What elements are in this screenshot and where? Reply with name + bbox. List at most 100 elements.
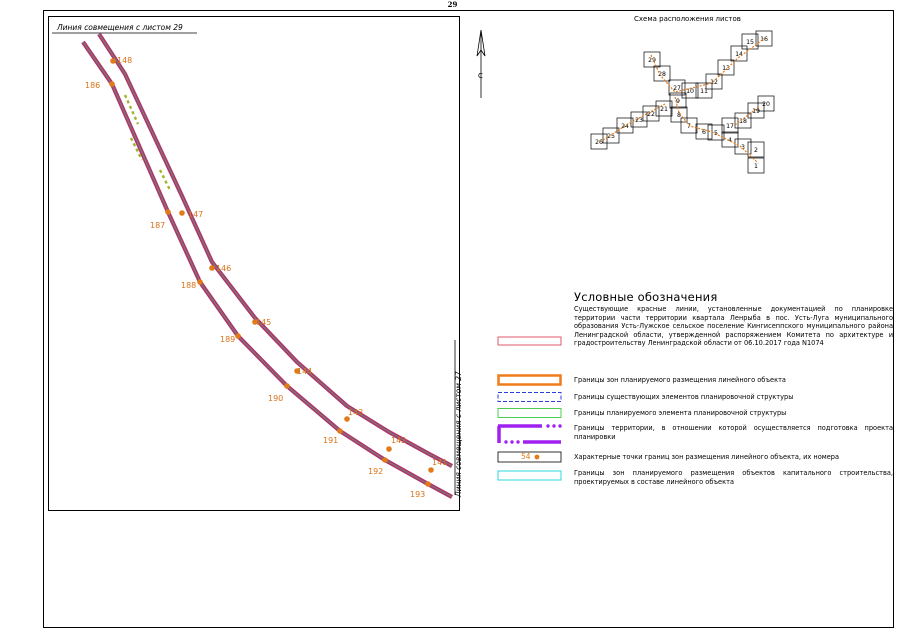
purple-territory-symbol	[497, 424, 562, 444]
point-label: 144	[297, 367, 312, 376]
scheme-sheet: 7	[680, 117, 698, 134]
legend-text-existing-elements: Границы существующих элементов планирово…	[574, 393, 794, 401]
scheme-sheet-number: 27	[673, 85, 681, 92]
boundary-point	[209, 265, 215, 271]
scheme-sheet-number: 18	[739, 118, 747, 125]
match-line-right: Линия совмещения с листом 27	[454, 340, 463, 498]
scheme-sheet-number: 7	[687, 123, 691, 130]
scheme-sheet-number: 8	[677, 112, 681, 119]
boundary-point	[382, 457, 388, 463]
scheme-sheet: 19	[747, 102, 765, 119]
point-label: 193	[410, 490, 425, 499]
scheme-sheet-number: 29	[648, 57, 656, 64]
scheme-sheet: 12	[705, 73, 723, 90]
scheme-sheet-number: 21	[660, 106, 668, 113]
point-label: 145	[256, 318, 271, 327]
scheme-sheet-number: 2	[754, 147, 758, 154]
scheme-sheet: 18	[734, 112, 752, 129]
scheme-sheet: 2	[747, 141, 765, 158]
scheme-sheet: 3	[734, 138, 752, 155]
legend-text-capital-objects: Границы зон планируемого размещения объе…	[574, 469, 893, 486]
legend-title: Условные обозначения	[574, 290, 718, 304]
legend-text-territory: Границы территории, в отношении которой …	[574, 424, 893, 441]
point-label: 192	[368, 467, 383, 476]
corridor-right-core	[98, 33, 453, 467]
point-label: 142	[391, 436, 406, 445]
boundary-point	[235, 333, 241, 339]
scheme-sheet-number: 6	[702, 129, 706, 136]
green-border-symbol	[497, 408, 562, 418]
scheme-sheet-number: 11	[700, 88, 708, 95]
red-line-symbol	[497, 336, 562, 346]
scheme-sheet: 29	[643, 51, 661, 68]
legend-text-linear-object-zones: Границы зон планируемого размещения лине…	[574, 376, 786, 384]
match-line-right-label: Линия совмещения с листом 27	[454, 371, 463, 498]
scheme-sheet-number: 4	[728, 137, 732, 144]
boundary-point	[179, 210, 185, 216]
scheme-sheet: 11	[695, 82, 713, 99]
scheme-sheet: 23	[630, 111, 648, 128]
boundary-point	[165, 209, 171, 215]
scheme-title: Схема расположения листов	[634, 15, 741, 23]
boundary-point	[284, 383, 290, 389]
point-label: 186	[85, 81, 100, 90]
scheme-sheet-number: 17	[726, 123, 734, 130]
point-label: 146	[216, 264, 231, 273]
scheme-sheet-number: 28	[658, 71, 666, 78]
legend-text-points: Характерные точки границ зон размещения …	[574, 453, 840, 461]
scheme-sheet: 4	[721, 131, 739, 148]
scheme-sheet: 10	[681, 82, 699, 99]
scheme-sheet: 14	[730, 45, 748, 62]
boundary-point	[337, 428, 343, 434]
scheme-sheet: 15	[741, 33, 759, 50]
boundary-point	[110, 58, 116, 64]
dashed-segment	[123, 94, 140, 125]
scheme-sheet-number: 22	[647, 111, 655, 118]
point-symbol	[497, 451, 562, 463]
scheme-sheet: 17	[721, 117, 739, 134]
orange-border-symbol	[497, 374, 562, 386]
point-label: 191	[323, 436, 338, 445]
boundary-point	[294, 368, 300, 374]
boundary-point	[197, 279, 203, 285]
scheme-sheet-number: 26	[595, 139, 603, 146]
scheme-sheet-number: 19	[752, 108, 760, 115]
scheme-sheet: 20	[757, 95, 775, 112]
boundary-point	[425, 481, 431, 487]
scheme-sheet-number: 23	[635, 117, 643, 124]
scheme-sheet-number: 12	[710, 79, 718, 86]
scheme-sheet: 21	[655, 100, 673, 117]
point-label: 147	[188, 210, 203, 219]
scheme-sheet-number: 13	[722, 65, 730, 72]
scheme-sheet-number: 3	[741, 144, 745, 151]
scheme-sheet: 27	[668, 79, 686, 96]
scheme-sheet: 5	[707, 124, 725, 141]
scheme-sheet-number: 9	[676, 98, 680, 105]
scheme-sheet: 22	[642, 105, 660, 122]
point-label: 148	[117, 56, 132, 65]
scheme-route-trace	[599, 37, 766, 164]
scheme-sheet-number: 15	[746, 39, 754, 46]
legend-text-red-lines: Существующие красные линии, установленны…	[574, 305, 893, 348]
drawing-sheet	[43, 10, 894, 628]
scheme-sheet: 26	[590, 133, 608, 150]
point-label: 143	[348, 408, 363, 417]
boundary-point	[252, 319, 258, 325]
scheme-sheet-number: 14	[735, 51, 743, 58]
legend-text-planned-element: Границы планируемого элемента планировоч…	[574, 409, 787, 417]
corridor-left-core	[82, 41, 453, 498]
dashed-segment	[129, 137, 144, 161]
boundary-point	[428, 467, 434, 473]
scheme-sheet-number: 20	[762, 101, 770, 108]
north-arrow: С	[476, 29, 486, 98]
scheme-sheet: 13	[717, 59, 735, 76]
scheme-sheet: 25	[602, 127, 620, 144]
scheme-sheet: 8	[670, 106, 688, 123]
boundary-point	[386, 446, 392, 452]
scheme-sheet-number: 16	[760, 36, 768, 43]
cyan-border-symbol	[497, 470, 562, 481]
point-label: 190	[268, 394, 283, 403]
point-label: 189	[220, 335, 235, 344]
